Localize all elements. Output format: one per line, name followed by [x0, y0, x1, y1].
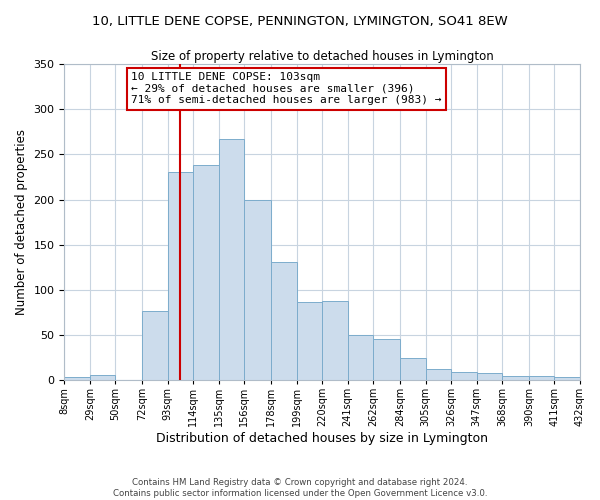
Bar: [348, 335, 373, 380]
Bar: [400, 358, 425, 380]
Bar: [271, 262, 296, 380]
Text: 10, LITTLE DENE COPSE, PENNINGTON, LYMINGTON, SO41 8EW: 10, LITTLE DENE COPSE, PENNINGTON, LYMIN…: [92, 15, 508, 28]
Bar: [219, 139, 244, 380]
Bar: [64, 378, 90, 380]
Text: Contains HM Land Registry data © Crown copyright and database right 2024.
Contai: Contains HM Land Registry data © Crown c…: [113, 478, 487, 498]
X-axis label: Distribution of detached houses by size in Lymington: Distribution of detached houses by size …: [156, 432, 488, 445]
Bar: [451, 372, 476, 380]
Bar: [244, 200, 271, 380]
Bar: [373, 338, 400, 380]
Bar: [322, 300, 348, 380]
Bar: [90, 374, 115, 380]
Title: Size of property relative to detached houses in Lymington: Size of property relative to detached ho…: [151, 50, 494, 63]
Y-axis label: Number of detached properties: Number of detached properties: [15, 129, 28, 315]
Bar: [554, 378, 580, 380]
Bar: [529, 376, 554, 380]
Bar: [476, 373, 502, 380]
Bar: [425, 370, 451, 380]
Bar: [502, 376, 529, 380]
Bar: [193, 166, 219, 380]
Text: 10 LITTLE DENE COPSE: 103sqm
← 29% of detached houses are smaller (396)
71% of s: 10 LITTLE DENE COPSE: 103sqm ← 29% of de…: [131, 72, 442, 106]
Bar: [142, 310, 168, 380]
Bar: [168, 172, 193, 380]
Bar: [296, 302, 322, 380]
